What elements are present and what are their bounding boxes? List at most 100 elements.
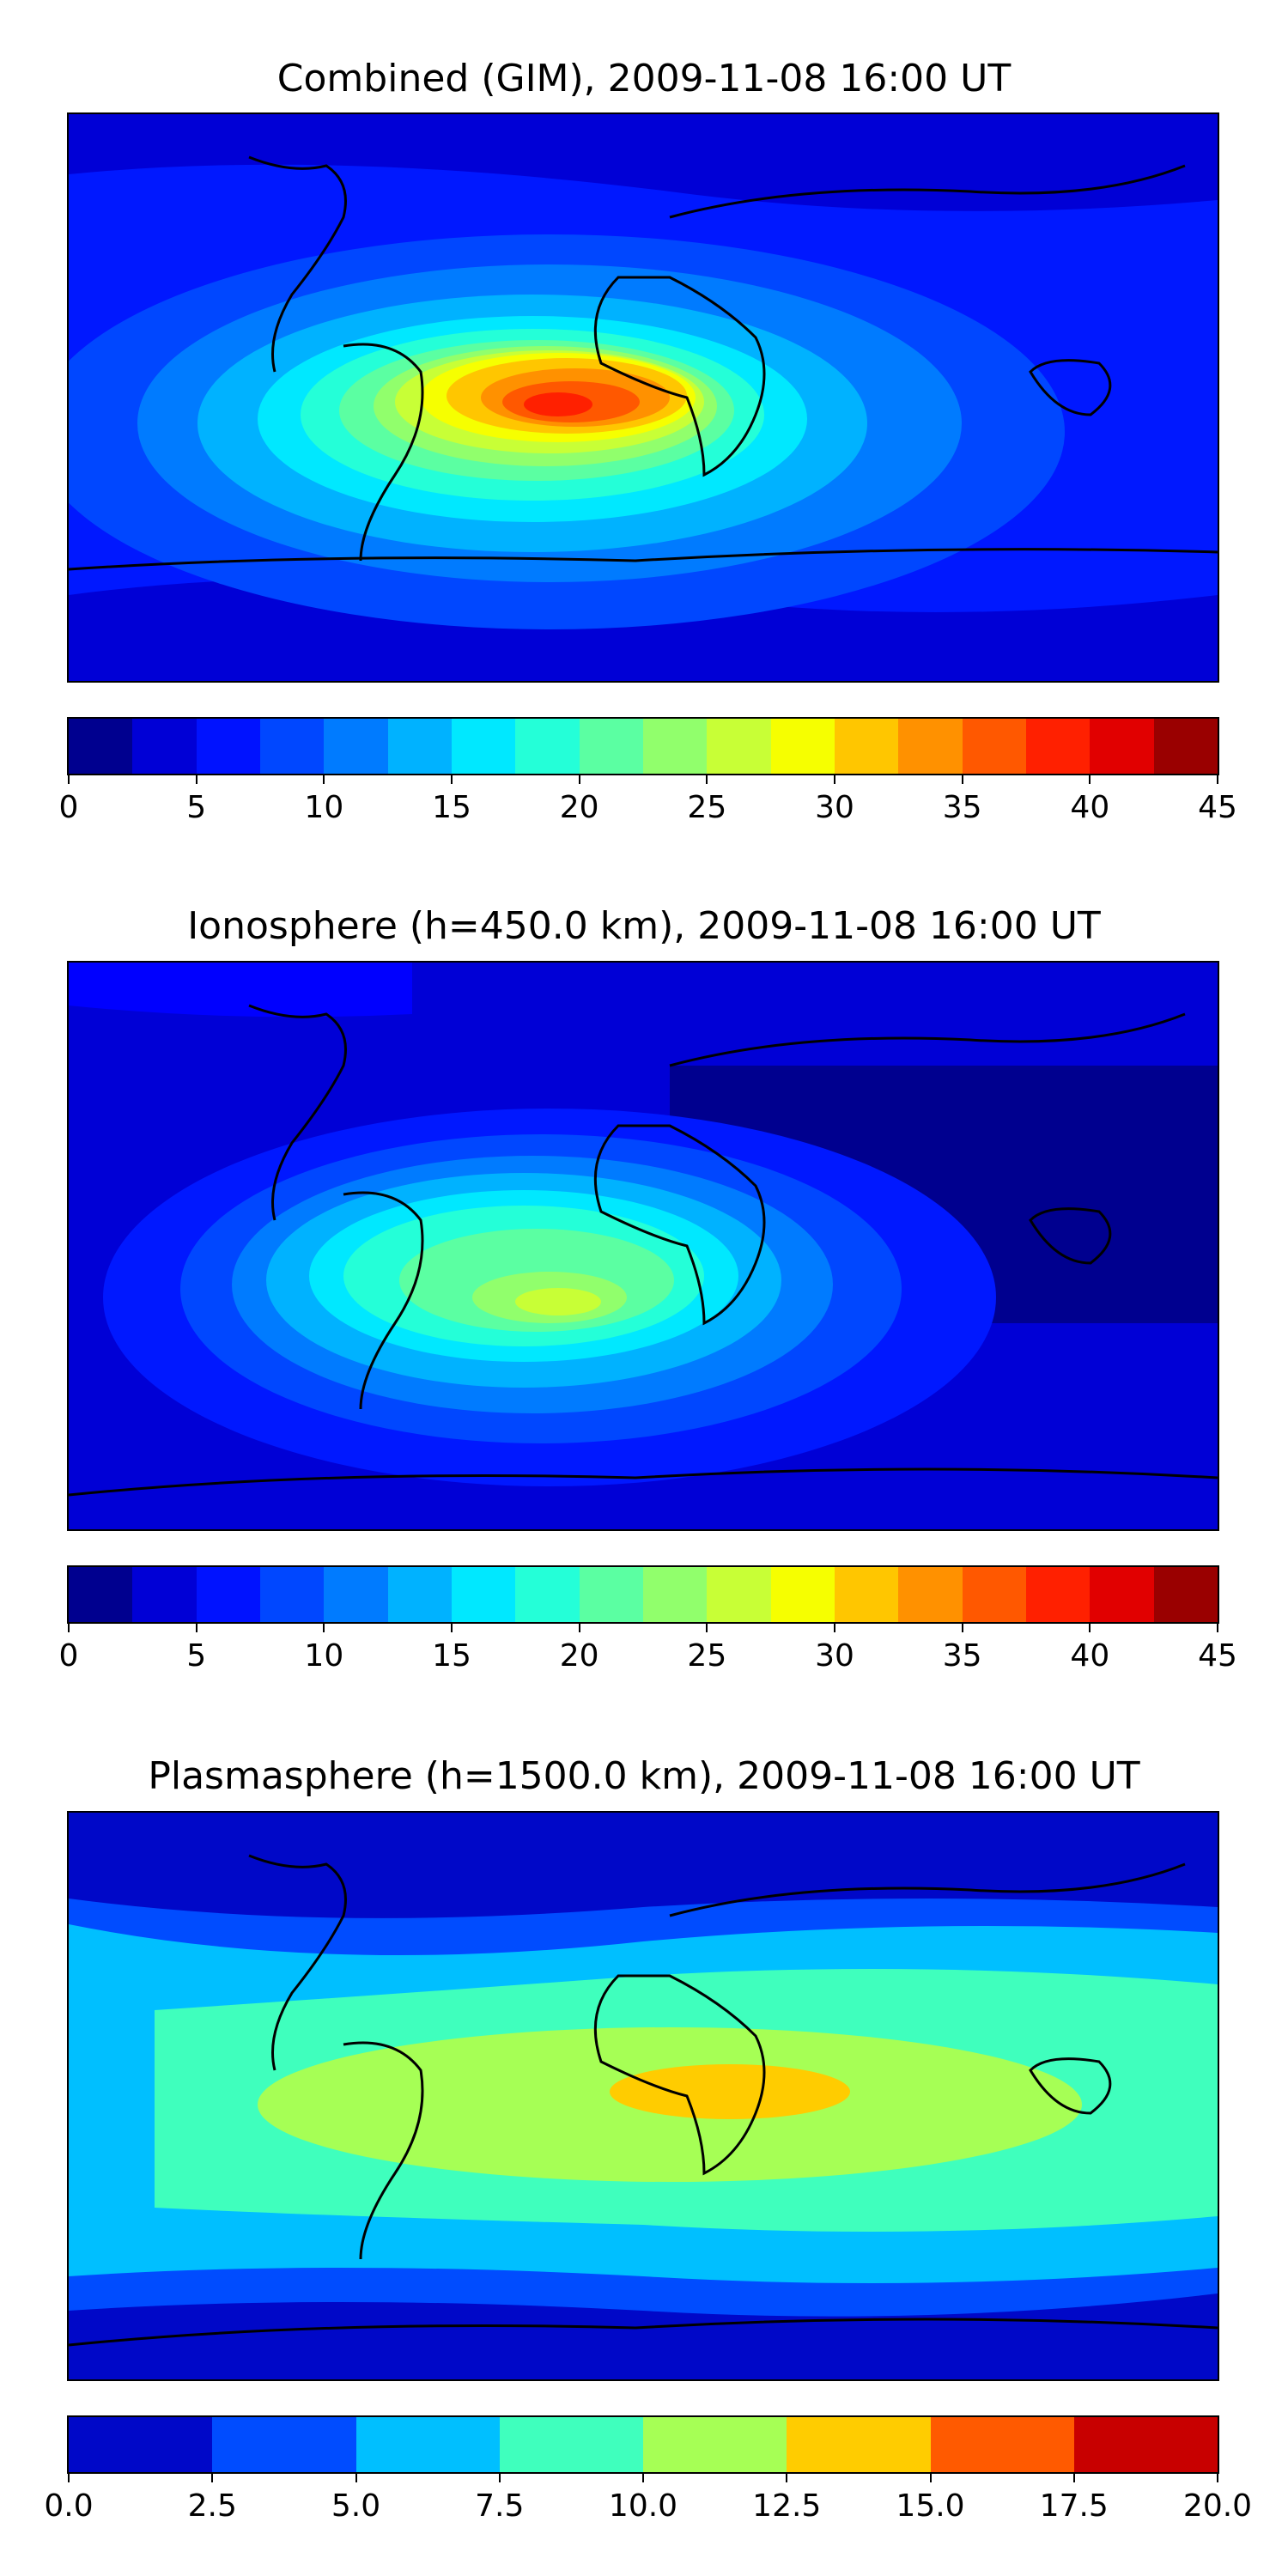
colorbar-tick	[962, 1624, 963, 1632]
colorbar-segment	[69, 719, 132, 774]
colorbar-tick	[579, 775, 580, 784]
colorbar-segment	[1154, 1567, 1218, 1622]
colorbar-segment	[771, 1567, 835, 1622]
colorbar-segment	[388, 719, 452, 774]
colorbar-tick-label: 45	[1198, 791, 1237, 825]
panel-3-colorbar-ticks: 0.0 2.5 5.0 7.5 10.0 12.5 15.0 17.5 20.0	[69, 2474, 1218, 2525]
colorbar-segment	[132, 719, 196, 774]
colorbar-tick-label: 12.5	[752, 2489, 821, 2524]
colorbar-segment	[707, 719, 770, 774]
panel-1-colorbar	[67, 717, 1219, 775]
colorbar-tick-label: 20.0	[1183, 2489, 1252, 2524]
colorbar-tick-label: 17.5	[1040, 2489, 1109, 2524]
panel-3-colorbar	[67, 2415, 1219, 2474]
colorbar-segment	[580, 1567, 643, 1622]
colorbar-segment	[643, 719, 707, 774]
colorbar-segment	[1090, 1567, 1153, 1622]
colorbar-tick-label: 5.0	[331, 2489, 380, 2524]
colorbar-tick	[68, 775, 70, 784]
colorbar-segment	[580, 719, 643, 774]
colorbar-segment	[500, 2417, 643, 2472]
colorbar-tick-label: 35	[943, 791, 982, 825]
ionosphere-map	[67, 961, 1219, 1531]
colorbar-tick-label: 20	[560, 1639, 599, 1674]
colorbar-tick	[706, 1624, 708, 1632]
colorbar-tick	[930, 2474, 932, 2482]
colorbar-tick	[323, 1624, 325, 1632]
colorbar-tick	[1217, 2474, 1218, 2482]
colorbar-segment	[963, 719, 1026, 774]
colorbar-tick	[323, 775, 325, 784]
colorbar-tick-label: 30	[815, 791, 854, 825]
colorbar-tick-label: 15	[432, 791, 471, 825]
colorbar-segment	[132, 1567, 196, 1622]
colorbar-segment	[452, 719, 515, 774]
colorbar-segment	[515, 1567, 579, 1622]
colorbar-segment	[515, 719, 579, 774]
colorbar-tick-label: 15	[432, 1639, 471, 1674]
combined-gim-map	[67, 112, 1219, 683]
colorbar-segment	[835, 719, 898, 774]
colorbar-tick	[211, 2474, 213, 2482]
colorbar-tick-label: 0.0	[44, 2489, 93, 2524]
colorbar-tick-label: 25	[687, 791, 726, 825]
colorbar-segment	[707, 1567, 770, 1622]
colorbar-segment	[898, 1567, 962, 1622]
colorbar-segment	[898, 719, 962, 774]
colorbar-tick-label: 40	[1070, 1639, 1109, 1674]
colorbar-tick-label: 7.5	[475, 2489, 524, 2524]
panel-3-title: Plasmasphere (h=1500.0 km), 2009-11-08 1…	[0, 1754, 1288, 1799]
colorbar-tick-label: 35	[943, 1639, 982, 1674]
colorbar-tick	[1089, 1624, 1091, 1632]
colorbar-segment	[1026, 719, 1090, 774]
colorbar-segment	[212, 2417, 355, 2472]
colorbar-tick-label: 10	[304, 1639, 343, 1674]
colorbar-segment	[1090, 719, 1153, 774]
colorbar-tick	[834, 1624, 835, 1632]
colorbar-tick	[196, 775, 197, 784]
panel-2-colorbar	[67, 1565, 1219, 1624]
colorbar-tick-label: 45	[1198, 1639, 1237, 1674]
colorbar-tick-label: 5	[186, 791, 206, 825]
panel-1-title: Combined (GIM), 2009-11-08 16:00 UT	[0, 57, 1288, 101]
colorbar-segment	[643, 1567, 707, 1622]
colorbar-segment	[771, 719, 835, 774]
colorbar-tick	[642, 2474, 644, 2482]
colorbar-tick	[1217, 1624, 1218, 1632]
colorbar-segment	[643, 2417, 787, 2472]
colorbar-segment	[324, 1567, 387, 1622]
colorbar-segment	[1026, 1567, 1090, 1622]
colorbar-tick-label: 25	[687, 1639, 726, 1674]
panel-2-title: Ionosphere (h=450.0 km), 2009-11-08 16:0…	[0, 904, 1288, 949]
colorbar-tick	[196, 1624, 197, 1632]
colorbar-tick-label: 20	[560, 791, 599, 825]
colorbar-tick-label: 0	[59, 1639, 79, 1674]
colorbar-segment	[452, 1567, 515, 1622]
colorbar-segment	[1074, 2417, 1218, 2472]
panel-1-colorbar-ticks: 0 5 10 15 20 25 30 35 40 45	[69, 775, 1218, 827]
colorbar-tick	[355, 2474, 357, 2482]
colorbar-segment	[260, 719, 324, 774]
colorbar-tick-label: 10.0	[609, 2489, 677, 2524]
colorbar-tick-label: 30	[815, 1639, 854, 1674]
colorbar-tick	[1217, 775, 1218, 784]
colorbar-segment	[388, 1567, 452, 1622]
plasmasphere-map	[67, 1811, 1219, 2381]
colorbar-tick	[706, 775, 708, 784]
colorbar-tick-label: 10	[304, 791, 343, 825]
colorbar-tick	[499, 2474, 501, 2482]
colorbar-segment	[324, 719, 387, 774]
colorbar-tick	[962, 775, 963, 784]
colorbar-segment	[963, 1567, 1026, 1622]
colorbar-segment	[69, 1567, 132, 1622]
colorbar-tick-label: 40	[1070, 791, 1109, 825]
colorbar-tick-label: 5	[186, 1639, 206, 1674]
colorbar-tick	[1089, 775, 1091, 784]
colorbar-segment	[787, 2417, 930, 2472]
colorbar-tick-label: 2.5	[188, 2489, 237, 2524]
colorbar-tick	[451, 775, 453, 784]
colorbar-segment	[835, 1567, 898, 1622]
colorbar-tick-label: 15.0	[896, 2489, 964, 2524]
colorbar-segment	[1154, 719, 1218, 774]
colorbar-segment	[356, 2417, 500, 2472]
